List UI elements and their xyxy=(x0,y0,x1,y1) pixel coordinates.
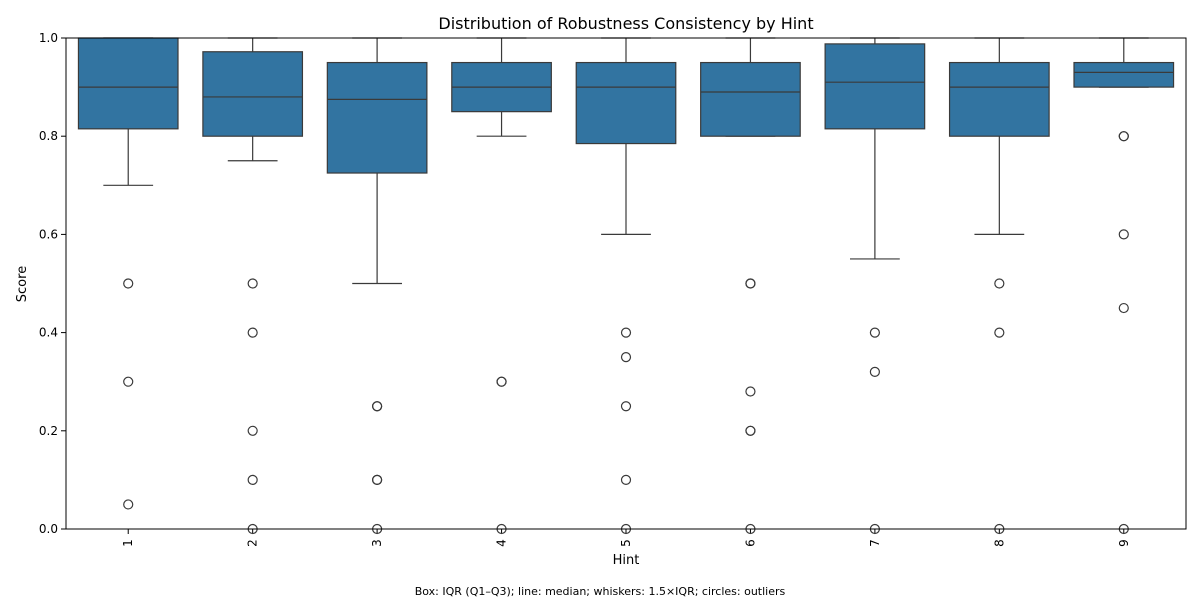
x-tick-label: 6 xyxy=(743,539,757,547)
x-tick-label: 1 xyxy=(121,539,135,547)
x-tick-label: 7 xyxy=(868,539,882,547)
outlier-point xyxy=(994,327,1005,338)
iqr-box xyxy=(700,61,801,137)
outlier-point xyxy=(745,386,756,397)
x-axis-label: Hint xyxy=(613,553,640,568)
outlier-point xyxy=(869,327,880,338)
outlier-point xyxy=(745,278,756,289)
outlier-point xyxy=(1118,131,1129,142)
outlier-point xyxy=(247,425,258,436)
x-tick-label: 4 xyxy=(495,539,509,547)
outlier-point xyxy=(1118,302,1129,314)
chart-title: Distribution of Robustness Consistency b… xyxy=(438,14,813,33)
iqr-box xyxy=(948,61,1050,137)
outlier-point xyxy=(123,499,134,510)
x-tick-label: 8 xyxy=(992,539,1006,547)
iqr-box xyxy=(1073,61,1175,88)
outlier-point xyxy=(247,474,258,485)
outlier-point xyxy=(620,474,632,485)
iqr-box xyxy=(575,61,677,145)
outlier-point xyxy=(496,376,507,387)
outlier-point xyxy=(247,327,258,338)
chart-caption: Box: IQR (Q1–Q3); line: median; whiskers… xyxy=(415,585,786,598)
plot-area: 0.0 0.2 0.4 0.6 0.8 1.0 1 2 3 4 5 6 7 8 9 xyxy=(39,31,1175,547)
outlier-point xyxy=(372,401,383,412)
outlier-point xyxy=(247,278,258,289)
y-tick-label: 0.0 xyxy=(39,522,58,536)
x-tick-label: 2 xyxy=(246,539,260,547)
x-tick-label: 5 xyxy=(619,539,633,547)
outlier-point xyxy=(745,425,756,436)
outlier-point xyxy=(869,366,880,377)
iqr-box xyxy=(824,43,926,130)
y-axis-label: Score xyxy=(15,266,30,302)
outlier-point xyxy=(620,352,632,363)
outlier-point xyxy=(372,474,383,485)
x-tick-label: 3 xyxy=(370,539,384,547)
y-tick-label: 1.0 xyxy=(39,31,58,45)
outlier-point xyxy=(620,327,632,338)
iqr-box xyxy=(202,51,304,137)
y-tick-label: 0.6 xyxy=(39,227,58,241)
outlier-point xyxy=(620,401,632,412)
iqr-box xyxy=(326,61,428,174)
iqr-box xyxy=(77,37,179,130)
outlier-point xyxy=(123,278,134,289)
outlier-point xyxy=(123,376,134,387)
outlier-point xyxy=(994,278,1005,289)
x-tick-label: 9 xyxy=(1117,539,1131,547)
y-tick-label: 0.2 xyxy=(39,424,58,438)
outlier-point xyxy=(1118,229,1129,240)
y-tick-label: 0.8 xyxy=(39,129,58,143)
plot-frame xyxy=(65,37,1187,530)
y-tick-label: 0.4 xyxy=(39,326,58,340)
